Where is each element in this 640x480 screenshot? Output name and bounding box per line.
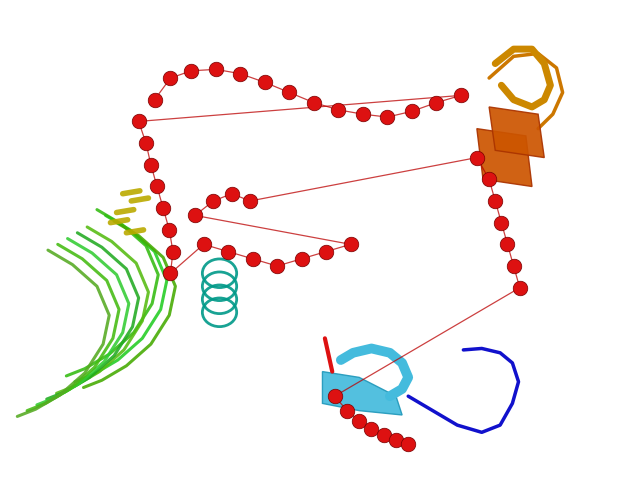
Point <box>150 96 160 104</box>
Point <box>272 262 282 270</box>
Point <box>208 197 218 205</box>
Point <box>152 183 162 191</box>
Point <box>260 79 270 86</box>
Polygon shape <box>477 129 532 187</box>
Point <box>134 118 144 125</box>
Point <box>223 248 233 255</box>
Point <box>515 284 525 291</box>
Point <box>308 99 319 107</box>
Point <box>164 226 174 234</box>
Point <box>358 110 368 118</box>
Point <box>502 240 513 248</box>
Point <box>484 175 494 183</box>
Point <box>490 197 500 205</box>
Point <box>379 432 389 439</box>
Point <box>236 70 246 78</box>
Point <box>403 440 413 448</box>
Point <box>342 407 352 415</box>
Point <box>407 108 417 115</box>
Point <box>496 219 506 227</box>
Point <box>198 240 209 248</box>
Point <box>354 417 364 425</box>
Polygon shape <box>489 107 544 157</box>
Point <box>158 204 168 212</box>
Point <box>168 248 178 255</box>
Point <box>366 426 376 433</box>
Point <box>284 89 294 96</box>
Point <box>472 154 482 161</box>
Point <box>509 262 519 270</box>
Point <box>382 113 392 121</box>
Point <box>165 269 175 277</box>
Point <box>456 92 466 99</box>
Point <box>391 436 401 444</box>
Point <box>165 74 175 82</box>
Point <box>333 106 344 114</box>
Point <box>146 161 156 168</box>
Point <box>245 197 255 205</box>
Point <box>346 240 356 248</box>
Point <box>190 212 200 219</box>
Point <box>141 139 151 147</box>
Point <box>211 65 221 73</box>
Point <box>248 255 258 263</box>
Point <box>321 248 332 255</box>
Point <box>296 255 307 263</box>
Point <box>186 67 196 75</box>
Point <box>431 99 442 107</box>
Point <box>227 190 237 198</box>
Point <box>330 392 340 400</box>
Polygon shape <box>323 372 402 415</box>
